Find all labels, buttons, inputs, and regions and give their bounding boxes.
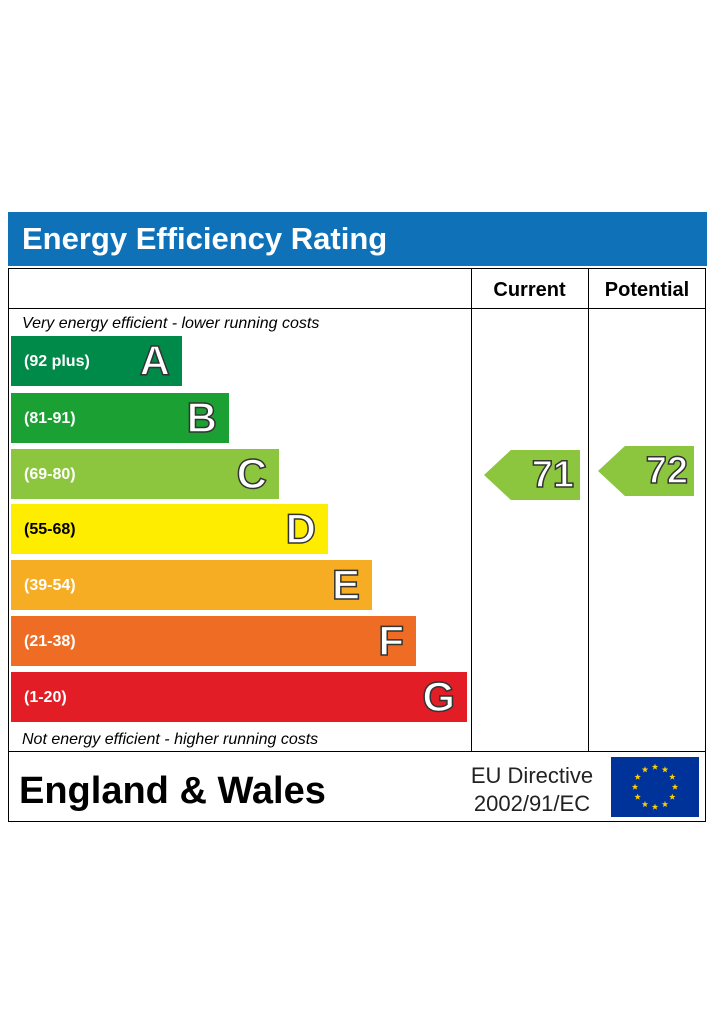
band-b-letter: B (186, 393, 218, 442)
band-b-range: (81-91) (24, 410, 76, 427)
eu-flag-star (641, 800, 649, 808)
potential-column-header: Potential (604, 279, 690, 301)
band-f-range: (21-38) (24, 633, 76, 650)
band-g: (1-20) G (11, 672, 467, 722)
current-rating-value: 71 (531, 453, 575, 497)
eu-flag-icon (611, 757, 699, 817)
band-f: (21-38) F (11, 616, 416, 666)
potential-rating-value: 72 (645, 449, 689, 493)
eu-flag-star (641, 766, 649, 773)
eu-flag-star (651, 763, 659, 770)
eu-directive: EU Directive 2002/91/EC (462, 762, 602, 818)
eu-flag-star (661, 766, 669, 773)
band-b: (81-91) B (11, 393, 229, 443)
band-e-letter: E (331, 560, 361, 609)
region-label: England & Wales (19, 770, 326, 812)
band-d-letter: D (285, 504, 317, 553)
band-a-range: (92 plus) (24, 353, 90, 370)
directive-line-1: EU Directive (470, 763, 594, 788)
potential-column-divider (588, 268, 589, 752)
header-divider (8, 308, 706, 309)
eu-flag-star (631, 783, 639, 790)
rating-table-frame (8, 268, 706, 822)
band-e-range: (39-54) (24, 577, 76, 594)
band-a: (92 plus) A (11, 336, 182, 386)
footer-divider (8, 751, 706, 752)
eu-flag-star (651, 803, 659, 810)
band-e: (39-54) E (11, 560, 372, 610)
eu-flag-star (661, 800, 669, 808)
band-g-range: (1-20) (24, 689, 67, 706)
current-column-divider (471, 268, 472, 752)
chart-title: Energy Efficiency Rating (8, 212, 707, 266)
top-note: Very energy efficient - lower running co… (22, 315, 320, 332)
eu-flag-star (669, 793, 676, 800)
band-g-letter: G (422, 672, 456, 721)
band-c-range: (69-80) (24, 466, 76, 483)
current-rating-arrow: 71 (484, 450, 580, 500)
band-a-letter: A (139, 336, 171, 385)
band-c: (69-80) C (11, 449, 279, 499)
eu-flag-star (634, 773, 641, 780)
eu-flag-star (671, 783, 679, 790)
current-column-header: Current (493, 279, 566, 301)
eu-flag-star (669, 773, 676, 780)
bottom-note: Not energy efficient - higher running co… (22, 731, 319, 748)
directive-line-2: 2002/91/EC (473, 791, 591, 816)
band-d: (55-68) D (11, 504, 328, 554)
band-f-letter: F (378, 616, 405, 665)
band-c-letter: C (236, 449, 268, 498)
eu-flag-star (634, 793, 641, 800)
band-d-range: (55-68) (24, 521, 76, 538)
